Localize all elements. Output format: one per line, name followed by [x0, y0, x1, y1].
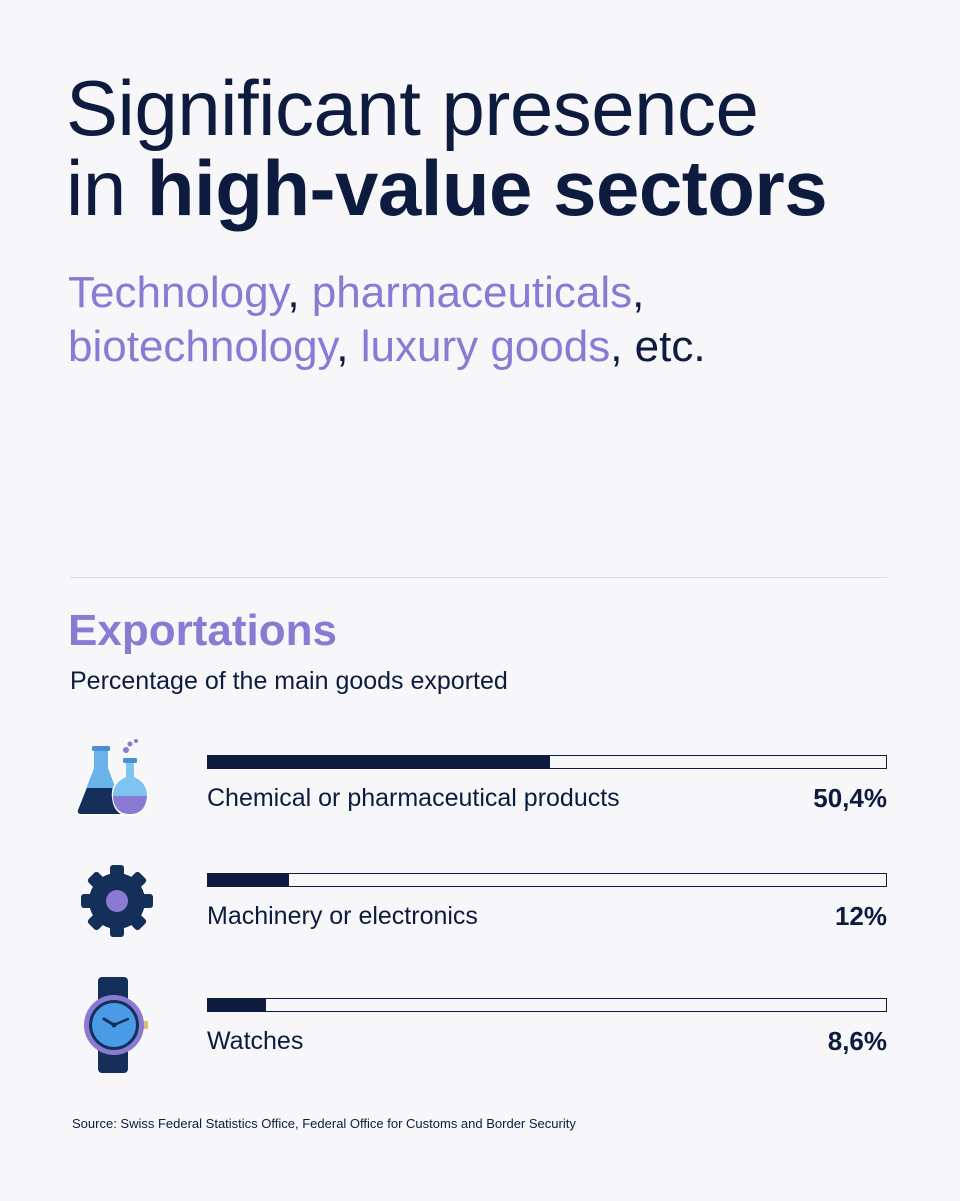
subtitle-sep-3: , — [336, 322, 361, 371]
bar-machinery — [208, 874, 290, 886]
flask-icon — [68, 738, 158, 823]
bar-chemical — [208, 756, 550, 768]
label-machinery: Machinery or electronics — [207, 902, 478, 930]
label-watches: Watches — [207, 1027, 304, 1055]
watch-icon — [80, 975, 152, 1080]
subtitle-luxury-goods: luxury goods — [360, 322, 611, 371]
value-machinery: 12% — [834, 901, 887, 931]
headline-line-2-bold: high-value sectors — [146, 144, 828, 232]
bar-track-chemical — [207, 755, 887, 769]
label-chemical: Chemical or pharmaceutical products — [207, 784, 620, 812]
headline-line-2-regular: in — [66, 144, 147, 232]
subtitle-sep-1: , — [287, 268, 312, 317]
section-divider — [70, 577, 887, 578]
headline: Significant presence in high-value secto… — [66, 68, 926, 228]
bar-track-watches — [207, 998, 887, 1012]
value-watches: 8,6% — [827, 1026, 887, 1056]
headline-line-1: Significant presence — [66, 64, 759, 152]
chart-subtitle: Percentage of the main goods exported — [70, 667, 508, 695]
source-note: Source: Swiss Federal Statistics Office,… — [72, 1116, 576, 1131]
subtitle-biotechnology: biotechnology — [68, 322, 337, 371]
subtitle-sep-2: , — [632, 268, 645, 317]
value-chemical: 50,4% — [813, 783, 887, 813]
bar-track-machinery — [207, 873, 887, 887]
chart-title: Exportations — [68, 606, 337, 655]
subtitle-technology: Technology — [68, 268, 288, 317]
headline-line-2: in high-value sectors — [66, 148, 926, 228]
gear-icon — [78, 862, 156, 945]
bar-watches — [208, 999, 267, 1011]
subtitle: Technology, pharmaceuticals, biotechnolog… — [68, 266, 908, 374]
subtitle-etc: , etc. — [610, 322, 706, 371]
subtitle-pharmaceuticals: pharmaceuticals — [311, 268, 633, 317]
